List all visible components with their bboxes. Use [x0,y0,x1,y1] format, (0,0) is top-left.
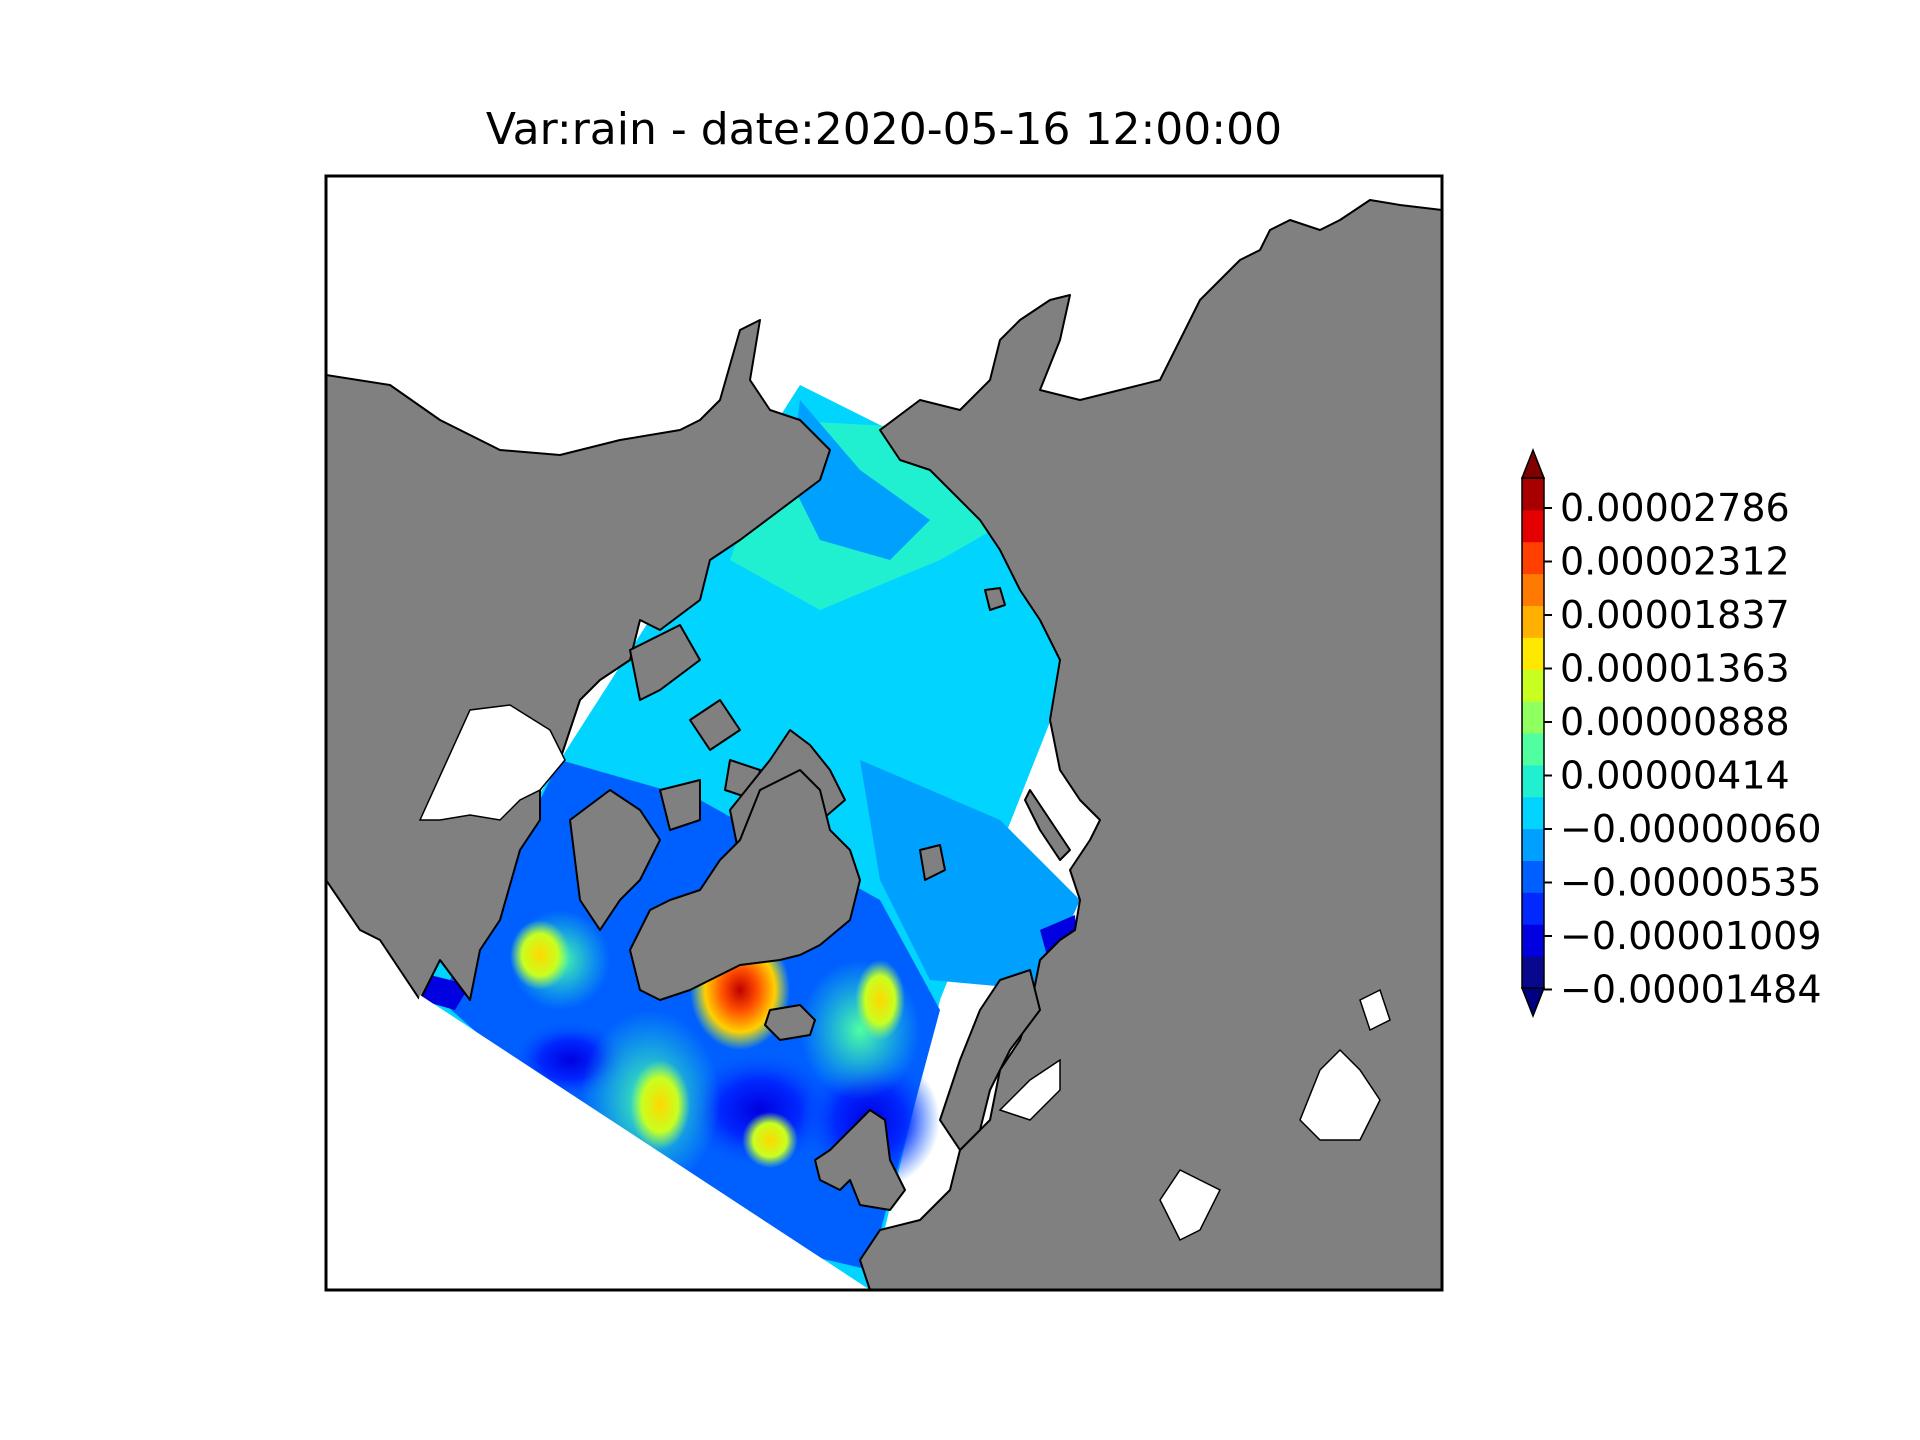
outside-domain [326,995,870,1290]
colorbar-over-extension [1520,447,1546,479]
colorbar-tick-label: −0.00001484 [1560,968,1822,1012]
map-title: Var:rain - date:2020-05-16 12:00:00 [485,104,1283,155]
rain-blob-yellow-3 [510,920,570,990]
colorbar-segment [1522,828,1544,861]
caspian-sea [1159,1169,1222,1242]
land-canadian-archipelago-1 [629,624,701,701]
colorbar-segment [1522,924,1544,957]
colorbar-tick-label: 0.00002786 [1560,486,1790,530]
colorbar-tick-label: 0.00001837 [1560,593,1790,637]
map-frame [324,174,1444,1292]
rain-blob-yellow-2 [742,1112,798,1168]
colorbar-tick-label: 0.00002312 [1560,540,1790,584]
map-area [326,176,1442,1290]
land-iceland [764,1004,816,1041]
colorbar-tick-label: −0.00000535 [1560,861,1822,905]
colorbar-segment [1522,796,1544,830]
land-canadian-archipelago-3 [659,779,701,831]
colorbar-tick-label: −0.00000060 [1560,807,1822,851]
land-franz-josef [984,587,1006,611]
colorbar-segment [1522,541,1544,575]
colorbar-tick-label: 0.00001363 [1560,647,1790,691]
rain-band-blue-north [790,400,930,560]
rain-band-blue-center [860,760,1080,990]
colorbar-segment [1522,669,1544,702]
lake-baikal [1299,1048,1381,1141]
hudson-bay [418,704,566,821]
land-svalbard [919,844,946,881]
colorbar-segment [1522,956,1544,989]
rain-blob-yellow-4 [855,960,905,1040]
colorbar-segment [1522,733,1544,766]
land-eurasia [859,199,1442,1290]
colorbar-segment [1522,701,1544,734]
land-scandinavia [939,969,1041,1151]
colorbar-segment [1522,605,1544,638]
colorbar-tick-label: 0.00000414 [1560,754,1790,798]
colorbar-segment [1522,860,1544,893]
white-sea [998,1058,1061,1121]
colorbar: 0.00002786 0.00002312 0.00001837 0.00001363… [1520,447,1822,1019]
land-north-america [326,319,831,1001]
colorbar-outline [1521,477,1545,989]
land-canadian-archipelago-2 [689,699,741,751]
colorbar-segment [1522,764,1544,798]
colorbar-segment [1522,573,1544,606]
land-novaya-zemlya [1024,789,1071,861]
colorbar-tick-label: 0.00000888 [1560,700,1790,744]
colorbar-under-extension [1520,987,1546,1019]
land-greenland [629,769,861,1001]
colorbar-segment [1522,892,1544,925]
rain-blob-blue-1 [680,1050,840,1170]
colorbar-segment [1522,637,1544,670]
inland-water [418,704,1391,1242]
rain-blob-yellow-1 [630,1060,690,1150]
colorbar-tick-label: −0.00001009 [1560,914,1822,958]
colorbar-segment [1522,478,1544,511]
aral-lake [1359,988,1391,1032]
land-baffin-island [569,789,661,931]
land-masses [326,199,1442,1290]
land-british-isles [814,1109,906,1211]
colorbar-segment [1522,509,1544,543]
